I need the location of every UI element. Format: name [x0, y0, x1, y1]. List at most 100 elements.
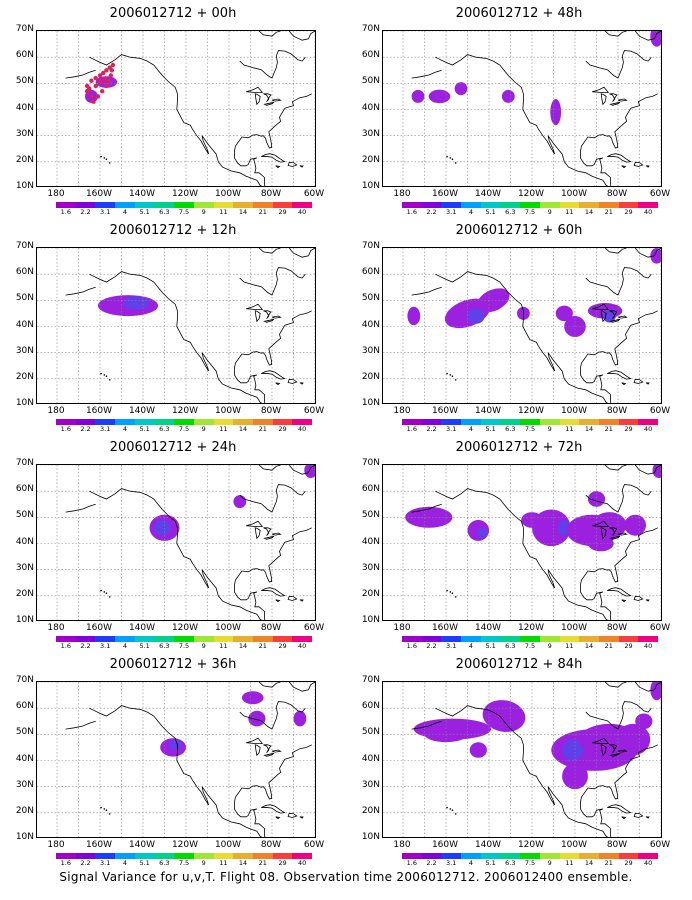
coastline — [65, 465, 315, 620]
map-panel: 2006012712 + 48h 70N 60N 50N 40N 30N 20N 10N 180… — [346, 0, 692, 217]
colorbar-swatch — [154, 636, 175, 642]
colorbar — [402, 853, 658, 859]
colorbar-swatch — [618, 419, 639, 425]
colorbar-label: 2.2 — [80, 425, 91, 433]
colorbar — [56, 636, 312, 642]
latitude-label: 20N — [361, 154, 380, 165]
colorbar-swatch — [134, 853, 155, 859]
latitude-label: 50N — [361, 293, 380, 304]
longitude-label: 100W — [560, 623, 588, 633]
longitude-label: 60W — [649, 406, 671, 416]
map-panel: 2006012712 + 12h 70N 60N 50N 40N 30N 20N 10N 180… — [0, 217, 346, 434]
signal-variance-area — [482, 700, 526, 732]
colorbar-label: 2.2 — [426, 208, 437, 216]
colorbar-label: 11 — [565, 859, 574, 867]
longitude-label: 80W — [260, 623, 282, 633]
latitude-label: 10N — [15, 832, 34, 842]
latitude-label: 10N — [15, 181, 34, 191]
latitude-label: 10N — [361, 832, 380, 842]
longitude-label: 120W — [171, 189, 199, 199]
colorbar-swatch — [520, 202, 540, 208]
longitude-label: 100W — [214, 406, 242, 416]
colorbar-swatch — [213, 202, 234, 208]
panel-title: 2006012712 + 84h — [455, 657, 583, 672]
signal-variance-area — [532, 509, 571, 547]
colorbar-swatch — [480, 419, 501, 425]
colorbar-swatch — [95, 202, 116, 208]
flight-track-dot — [104, 83, 109, 89]
longitude-label: 100W — [214, 189, 242, 199]
colorbar-swatch — [461, 419, 481, 425]
signal-variance-area — [587, 491, 606, 507]
colorbar-swatch — [134, 636, 155, 642]
latitude-label: 10N — [361, 181, 380, 191]
latitude-label: 60N — [361, 484, 380, 495]
colorbar-label: 40 — [298, 425, 307, 433]
colorbar-label: 9 — [547, 642, 552, 650]
colorbar-swatch — [402, 636, 422, 642]
signal-variance-area — [95, 76, 118, 88]
map-panel: 2006012712 + 72h 70N 60N 50N 40N 30N 20N 10N 180… — [346, 434, 692, 651]
colorbar-swatch — [75, 419, 96, 425]
colorbar-swatch — [56, 202, 76, 208]
panel-title: 2006012712 + 24h — [109, 440, 237, 455]
colorbar-label: 5.1 — [139, 208, 150, 216]
longitude-label: 80W — [260, 406, 282, 416]
colorbar-swatch — [193, 636, 214, 642]
colorbar-label: 4 — [122, 642, 127, 650]
latitude-label: 10N — [361, 615, 380, 625]
longitude-label: 140W — [128, 623, 156, 633]
colorbar-swatch — [461, 853, 481, 859]
colorbar-swatch — [292, 853, 312, 859]
colorbar-swatch — [441, 636, 462, 642]
colorbar-label: 5.1 — [485, 425, 496, 433]
colorbar-label: 7.5 — [178, 208, 190, 216]
map-panel: 2006012712 + 36h 70N 60N 50N 40N 30N 20N 10N 180… — [0, 651, 346, 868]
longitude-label: 60W — [303, 840, 325, 850]
flight-track-dot — [102, 77, 107, 82]
colorbar-label: 1.6 — [60, 425, 72, 433]
signal-variance-area — [652, 465, 661, 478]
colorbar-label: 14 — [584, 642, 594, 650]
signal-variance-area — [407, 306, 421, 326]
latitude-label: 30N — [361, 562, 380, 573]
latitude-label: 70N — [15, 24, 34, 34]
colorbar-swatch — [598, 636, 619, 642]
longitude-label: 140W — [128, 406, 156, 416]
colorbar-label: 6.3 — [159, 208, 170, 216]
signal-variance-area — [555, 305, 573, 322]
colorbar-swatch — [579, 636, 599, 642]
latitude-label: 30N — [15, 345, 34, 356]
colorbar-swatch — [638, 636, 658, 642]
latitude-label: 50N — [361, 510, 380, 521]
signal-variance-area — [168, 739, 182, 750]
colorbar-swatch — [539, 636, 560, 642]
colorbar-swatch — [252, 419, 273, 425]
latitude-label: 70N — [361, 241, 380, 251]
colorbar-label: 2.2 — [80, 208, 91, 216]
latitude-label: 70N — [15, 675, 34, 685]
colorbar-swatch — [421, 202, 442, 208]
colorbar-label: 1.6 — [60, 859, 72, 867]
latitude-label: 30N — [361, 128, 380, 139]
colorbar-swatch — [115, 853, 135, 859]
colorbar-swatch — [56, 853, 76, 859]
colorbar-swatch — [154, 419, 175, 425]
coastline — [65, 682, 315, 837]
longitude-label: 80W — [260, 189, 282, 199]
colorbar-swatch — [520, 419, 540, 425]
colorbar-swatch — [598, 419, 619, 425]
latitude-label: 40N — [15, 753, 34, 764]
colorbar-label: 5.1 — [139, 859, 150, 867]
colorbar-label: 29 — [278, 425, 287, 433]
flight-track-dot — [97, 79, 103, 85]
colorbar-swatch — [213, 853, 234, 859]
map-canvas — [37, 248, 315, 403]
colorbar-swatch — [174, 419, 194, 425]
latitude-label: 50N — [15, 293, 34, 304]
latitude-label: 60N — [361, 50, 380, 61]
colorbar-label: 6.3 — [505, 859, 516, 867]
colorbar — [402, 636, 658, 642]
colorbar-label: 2.2 — [426, 642, 437, 650]
colorbar-label: 4 — [122, 425, 127, 433]
